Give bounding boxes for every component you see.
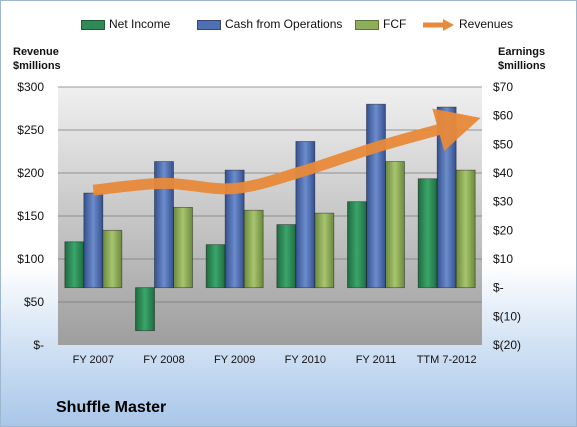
right-tick-label: $40	[493, 166, 513, 180]
right-axis-title: Earnings $millions	[498, 46, 546, 72]
right-tick-label: $(20)	[493, 338, 521, 352]
left-tick-label: $200	[17, 166, 44, 180]
bar-net-income	[276, 224, 297, 289]
bar-fcf	[173, 206, 193, 289]
category-label: FY 2011	[356, 354, 397, 366]
category-label: FY 2009	[214, 354, 255, 366]
bar-fcf	[455, 169, 476, 289]
legend-arrow-icon	[423, 18, 454, 31]
right-tick-label: $30	[493, 195, 513, 209]
legend-swatch-cash	[197, 19, 221, 30]
left-axis-title: Revenue $millions	[13, 46, 61, 72]
right-tick-label: $70	[493, 80, 513, 94]
legend-fcf: FCF	[355, 17, 406, 31]
bar-net-income	[64, 241, 85, 289]
bar-net-income	[417, 178, 438, 289]
category-label: FY 2008	[143, 354, 184, 366]
revenue-line	[92, 108, 481, 196]
right-tick-label: $20	[493, 223, 513, 237]
legend: Net Income Cash from Operations FCF Reve…	[1, 17, 576, 35]
company-name: Shuffle Master	[56, 399, 167, 416]
bar-net-income	[205, 244, 226, 289]
legend-net-income: Net Income	[81, 17, 170, 31]
bar-fcf	[243, 209, 264, 289]
category-label: FY 2007	[73, 354, 114, 366]
bar-fcf	[102, 229, 123, 289]
left-tick-label: $50	[24, 295, 44, 309]
category-label: FY 2010	[285, 354, 326, 366]
gridlines	[58, 86, 482, 303]
bar-cash-from-operations	[83, 192, 104, 289]
right-tick-label: $60	[493, 109, 513, 123]
category-label: TTM 7-2012	[417, 354, 477, 366]
left-axis-ticks: $- $50 $100 $150 $200 $250 $300	[17, 80, 44, 352]
bar-net-income	[347, 201, 367, 289]
left-tick-label: $-	[33, 338, 44, 352]
category-labels: FY 2007 FY 2008 FY 2009 FY 2010 FY 2011 TTM 7…	[73, 354, 477, 366]
legend-swatch-net-income	[81, 19, 105, 30]
bar-net-income	[135, 287, 155, 332]
right-tick-label: $(10)	[493, 309, 521, 323]
legend-swatch-fcf	[355, 19, 379, 30]
legend-revenues: Revenues	[421, 17, 513, 31]
right-tick-label: $-	[493, 281, 504, 295]
left-tick-label: $150	[17, 209, 44, 223]
left-tick-label: $300	[17, 80, 44, 94]
bars	[64, 103, 476, 332]
right-axis-ticks: $(20) $(10) $- $10 $20 $30 $40 $50 $60 $70	[493, 80, 521, 352]
right-tick-label: $10	[493, 252, 513, 266]
bar-cash-from-operations	[366, 103, 386, 289]
bar-fcf	[385, 161, 405, 289]
right-tick-label: $50	[493, 137, 513, 151]
bar-fcf	[314, 212, 335, 289]
left-tick-label: $100	[17, 252, 44, 266]
left-tick-label: $250	[17, 123, 44, 137]
revenue-line-layer	[92, 108, 481, 196]
legend-cash-from-operations: Cash from Operations	[197, 17, 342, 31]
